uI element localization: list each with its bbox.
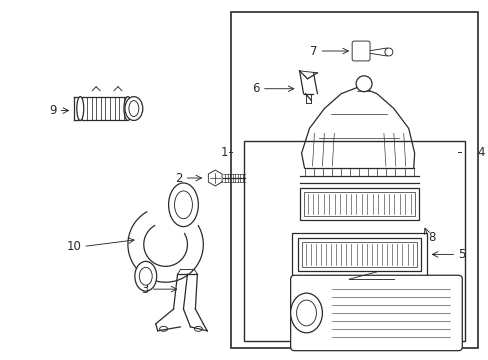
Text: 8: 8	[427, 231, 435, 244]
Text: 4: 4	[477, 146, 484, 159]
Ellipse shape	[77, 96, 83, 121]
Bar	[244, 141, 464, 341]
Text: 9: 9	[49, 104, 56, 117]
Ellipse shape	[135, 261, 156, 291]
Ellipse shape	[124, 96, 142, 121]
Bar	[230, 12, 477, 348]
Bar	[291, 233, 426, 276]
Bar	[299, 188, 418, 220]
Bar	[303, 192, 414, 216]
Ellipse shape	[290, 293, 322, 333]
Text: 7: 7	[309, 45, 317, 58]
Text: 2: 2	[175, 171, 182, 185]
Text: 5: 5	[457, 248, 465, 261]
Circle shape	[355, 76, 371, 92]
Ellipse shape	[168, 183, 198, 227]
Text: 10: 10	[66, 240, 81, 253]
Bar	[297, 238, 420, 271]
Ellipse shape	[123, 96, 132, 121]
FancyBboxPatch shape	[351, 41, 369, 61]
Ellipse shape	[139, 267, 152, 285]
FancyBboxPatch shape	[290, 275, 461, 351]
Text: 3: 3	[141, 283, 148, 296]
Text: 6: 6	[252, 82, 259, 95]
Text: 1: 1	[220, 146, 228, 159]
Bar	[301, 242, 416, 267]
Ellipse shape	[174, 191, 192, 219]
Circle shape	[384, 48, 392, 56]
